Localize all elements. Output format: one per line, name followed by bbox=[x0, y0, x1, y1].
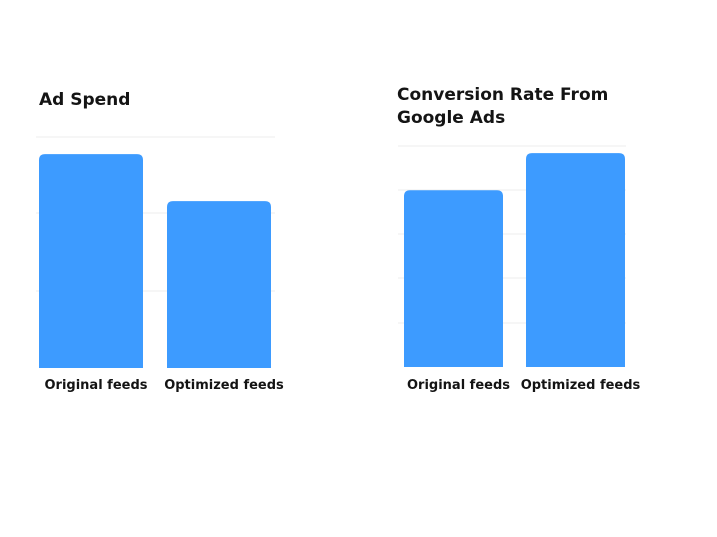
bar-original-feeds bbox=[404, 190, 503, 367]
x-tick-label: Original feeds bbox=[44, 378, 147, 393]
chart-title-ad-spend: Ad Spend bbox=[39, 90, 131, 110]
x-tick-label: Optimized feeds bbox=[164, 378, 284, 393]
bar-optimized-feeds bbox=[526, 153, 625, 367]
bar-optimized-feeds bbox=[167, 201, 271, 368]
x-tick-label: Original feeds bbox=[407, 378, 510, 393]
x-tick-label: Optimized feeds bbox=[521, 378, 641, 393]
bar-original-feeds bbox=[39, 154, 143, 368]
chart-title-conversion-rate: Conversion Rate From Google Ads bbox=[397, 85, 609, 128]
